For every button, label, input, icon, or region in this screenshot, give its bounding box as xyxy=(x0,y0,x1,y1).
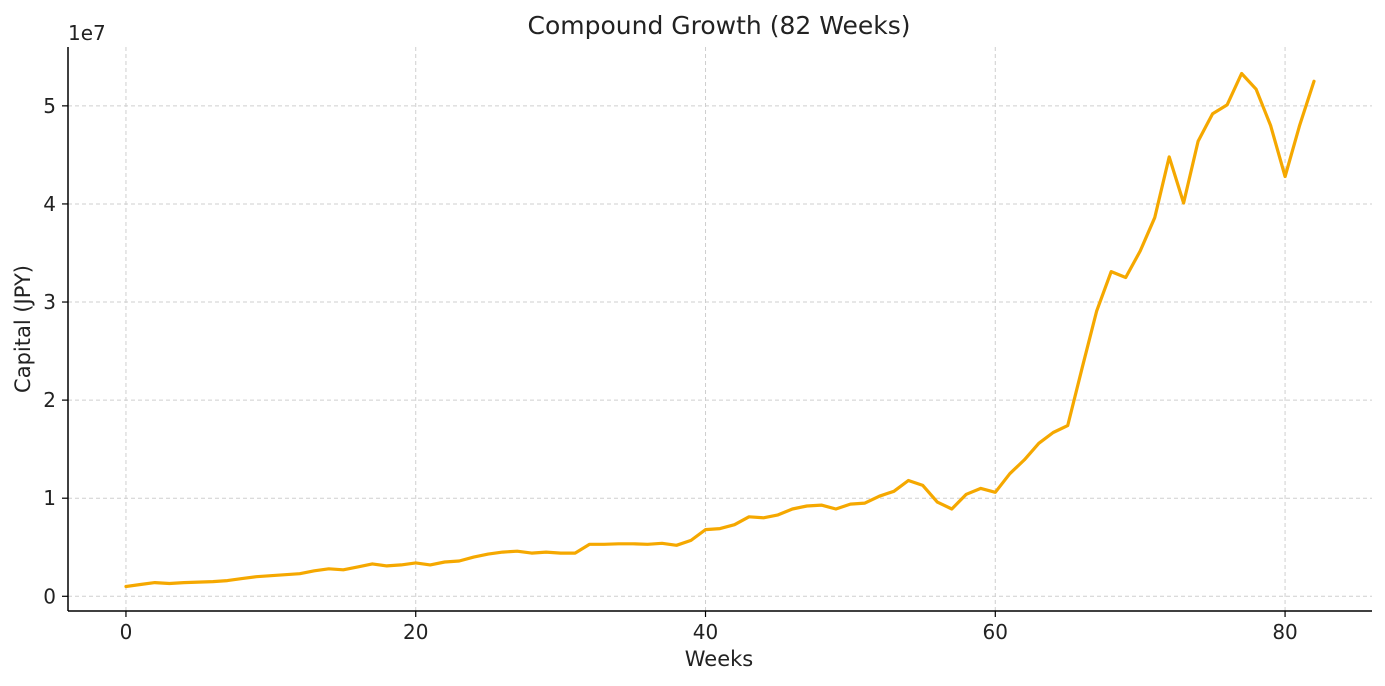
axes xyxy=(67,47,1372,612)
x-tick-label: 40 xyxy=(693,620,718,644)
y-axis-offset-label: 1e7 xyxy=(68,21,106,45)
y-tick-label: 0 xyxy=(43,584,56,608)
series-line xyxy=(124,71,1316,589)
y-tick-label: 1 xyxy=(43,486,56,510)
grid xyxy=(68,47,1372,611)
y-tick-label: 5 xyxy=(43,94,56,118)
chart-title: Compound Growth (82 Weeks) xyxy=(528,11,911,40)
x-axis-title: Weeks xyxy=(685,647,753,671)
x-tick-label: 20 xyxy=(403,620,428,644)
y-tick-label: 4 xyxy=(43,192,56,216)
x-tick-label: 80 xyxy=(1272,620,1297,644)
x-tick-label: 0 xyxy=(120,620,133,644)
y-tick-label: 3 xyxy=(43,290,56,314)
ticks: 0 20 40 60 80 0 1 2 3 4 5 xyxy=(43,94,1298,644)
x-tick-label: 60 xyxy=(983,620,1008,644)
y-tick-label: 2 xyxy=(43,388,56,412)
series-layer xyxy=(124,71,1316,589)
y-axis-title: Capital (JPY) xyxy=(11,265,35,393)
